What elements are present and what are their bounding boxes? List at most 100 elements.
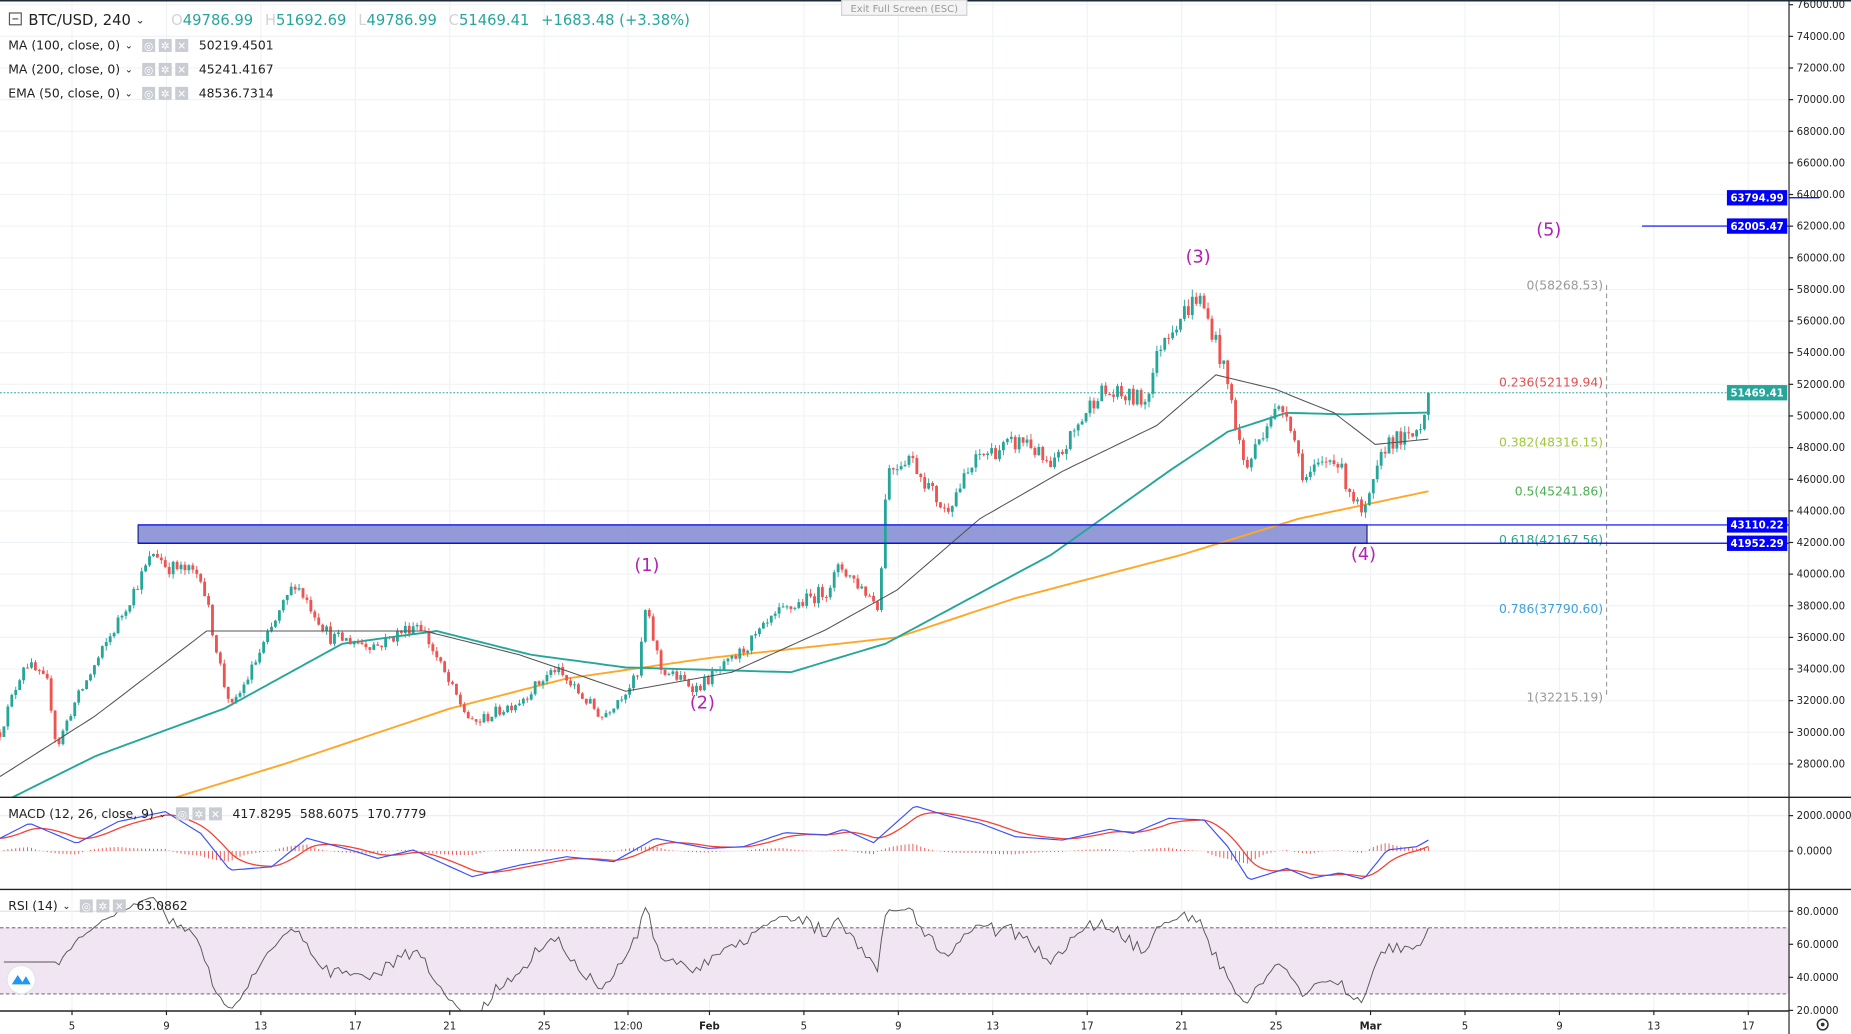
gear-icon[interactable]: ✲ (158, 62, 172, 77)
time-tick-label: 5 (801, 1021, 807, 1032)
elliott-wave-label[interactable]: (1) (634, 556, 659, 576)
candle-body (73, 702, 77, 717)
candle (89, 673, 92, 682)
macd-axis[interactable]: 2000.0000 0.0000 (1788, 811, 1851, 858)
symbol-title[interactable]: BTC/USD, 240 (28, 12, 131, 29)
candle (1238, 423, 1241, 445)
eye-icon[interactable]: ◎ (79, 899, 93, 913)
indicator-name[interactable]: MA (100, close, 0) (8, 38, 120, 53)
settings-gear-icon[interactable] (1816, 1018, 1829, 1031)
fib-level-label[interactable]: 1(32215.19) (1527, 689, 1604, 704)
candle (1009, 431, 1013, 443)
close-icon[interactable]: ✕ (175, 86, 189, 101)
ma100-line[interactable] (0, 411, 1429, 804)
candle-body (478, 721, 482, 723)
candle-body (407, 625, 411, 634)
candle-body (1293, 430, 1297, 441)
price-tick-label: 56000.00 (1797, 317, 1845, 328)
fib-level-label[interactable]: 0.382(48316.15) (1499, 435, 1603, 450)
exit-fullscreen-button[interactable]: Exit Full Screen (ESC) (841, 0, 968, 16)
candle (813, 593, 816, 607)
time-axis[interactable]: 5 9 13 17 21 25 12:00 Feb 5 9 13 17 21 25 Mar 5 9 13 17 (69, 1010, 1755, 1032)
chevron-down-icon[interactable]: ⌄ (125, 88, 133, 99)
candle-body (305, 597, 309, 600)
candle (309, 596, 313, 614)
price-tick-label: 74000.00 (1797, 32, 1845, 43)
candle-body (1238, 429, 1241, 441)
candle (608, 710, 612, 716)
fib-level-label[interactable]: 0.786(37790.60) (1499, 601, 1603, 616)
candle (655, 639, 659, 655)
indicator-name[interactable]: MA (200, close, 0) (8, 62, 120, 77)
rsi-name[interactable]: RSI (14) (8, 898, 57, 913)
candle-body (462, 704, 466, 712)
indicator-legend-row[interactable]: MA (200, close, 0) ⌄ ◎ ✲ ✕ 45241.4167 (8, 62, 273, 77)
candle (958, 483, 962, 493)
macd-legend[interactable]: MACD (12, 26, close, 9) ⌄ ◎ ✲ ✕ 417.8295 588.6… (8, 806, 426, 821)
svg-text:◎: ◎ (144, 87, 153, 100)
chevron-down-icon[interactable]: ⌄ (136, 14, 145, 27)
candle (1261, 432, 1265, 442)
gear-icon[interactable]: ✲ (96, 899, 110, 913)
rsi-tick-label: 80.0000 (1797, 907, 1839, 918)
fib-level-label[interactable]: 0(58268.53) (1527, 277, 1604, 292)
eye-icon[interactable]: ◎ (142, 86, 156, 101)
candle (498, 704, 502, 717)
candle (250, 661, 254, 684)
rsi-line[interactable] (3, 897, 1429, 1017)
candle (144, 563, 148, 573)
fib-level-label[interactable]: 0.236(52119.94) (1499, 375, 1603, 390)
indicator-name[interactable]: EMA (50, close, 0) (8, 85, 120, 100)
candle (1112, 389, 1116, 403)
elliott-wave-label[interactable]: (2) (690, 694, 715, 714)
close-icon[interactable]: ✕ (175, 62, 189, 77)
eye-icon[interactable]: ◎ (142, 38, 156, 53)
candle (348, 634, 352, 645)
close-icon[interactable]: ✕ (112, 899, 126, 913)
candle-body (1017, 437, 1021, 450)
support-zone-rectangle[interactable] (137, 524, 1368, 544)
candle (1356, 497, 1359, 505)
low-value: 49786.99 (366, 12, 436, 29)
chevron-down-icon[interactable]: ⌄ (159, 809, 167, 820)
macd-signal-line[interactable] (0, 812, 1429, 878)
macd-name[interactable]: MACD (12, 26, close, 9) (8, 806, 154, 821)
eye-icon[interactable]: ◎ (175, 807, 189, 821)
eye-icon[interactable]: ◎ (142, 62, 156, 77)
elliott-wave-label[interactable]: (4) (1351, 545, 1376, 565)
chevron-down-icon[interactable]: ⌄ (125, 64, 133, 75)
tradingview-logo[interactable] (6, 964, 37, 995)
elliott-wave-label[interactable]: (5) (1536, 221, 1561, 241)
candle (128, 605, 132, 614)
close-icon[interactable]: ✕ (208, 807, 222, 821)
gear-icon[interactable]: ✲ (158, 38, 172, 53)
gear-icon[interactable]: ✲ (158, 86, 172, 101)
close-icon[interactable]: ✕ (175, 38, 189, 53)
candle (317, 613, 321, 626)
fib-level-label[interactable]: 0.5(45241.86) (1515, 483, 1603, 498)
ema50-line[interactable] (0, 374, 1429, 778)
fib-level-label[interactable]: 0.618(42167.56) (1499, 532, 1603, 547)
indicator-legend-row[interactable]: MA (100, close, 0) ⌄ ◎ ✲ ✕ 50219.4501 (8, 38, 273, 53)
candle (482, 711, 486, 724)
elliott-wave-label[interactable]: (3) (1186, 248, 1211, 268)
gear-icon[interactable]: ✲ (192, 807, 206, 821)
candle-body (33, 662, 37, 671)
candle (789, 606, 793, 613)
time-tick-label: 5 (69, 1021, 75, 1032)
chevron-down-icon[interactable]: ⌄ (125, 40, 133, 51)
rsi-axis[interactable]: 80.0000 60.0000 40.0000 20.0000 (1788, 907, 1839, 1017)
collapse-icon[interactable] (8, 12, 22, 26)
candle (903, 460, 907, 467)
candle (541, 679, 545, 689)
candle (293, 584, 297, 594)
candle-body (199, 573, 203, 582)
indicator-legend-row[interactable]: EMA (50, close, 0) ⌄ ◎ ✲ ✕ 48536.7314 (8, 85, 273, 100)
macd-line[interactable] (0, 805, 1429, 881)
rsi-legend[interactable]: RSI (14) ⌄ ◎ ✲ ✕ 63.0862 (8, 898, 187, 913)
candle (388, 635, 391, 640)
price-axis[interactable]: 76000.00 74000.00 72000.00 70000.00 68000.00… (1788, 0, 1845, 770)
chevron-down-icon[interactable]: ⌄ (62, 901, 70, 912)
candle (455, 683, 458, 696)
